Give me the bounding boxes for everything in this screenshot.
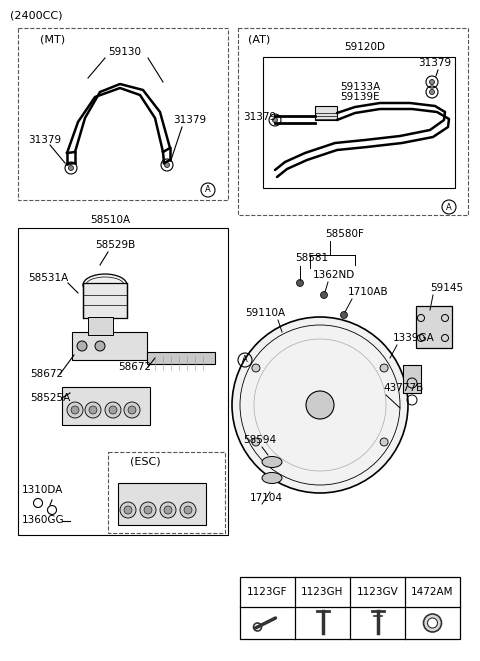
Text: 43777B: 43777B bbox=[383, 383, 423, 393]
Text: 1339GA: 1339GA bbox=[393, 333, 435, 343]
Ellipse shape bbox=[95, 341, 105, 351]
Text: (2400CC): (2400CC) bbox=[10, 10, 62, 20]
Circle shape bbox=[71, 406, 79, 414]
Circle shape bbox=[423, 614, 442, 632]
Text: A: A bbox=[446, 202, 452, 212]
Text: 1310DA: 1310DA bbox=[22, 485, 63, 495]
Circle shape bbox=[380, 364, 388, 372]
Circle shape bbox=[232, 317, 408, 493]
Bar bbox=[416, 306, 452, 348]
Circle shape bbox=[252, 364, 260, 372]
Bar bbox=[62, 387, 150, 425]
Text: 31379: 31379 bbox=[418, 58, 451, 68]
Text: 1123GH: 1123GH bbox=[301, 587, 344, 597]
Ellipse shape bbox=[83, 274, 127, 296]
Bar bbox=[147, 352, 215, 364]
Circle shape bbox=[109, 406, 117, 414]
Ellipse shape bbox=[77, 341, 87, 351]
Text: 58531A: 58531A bbox=[28, 273, 68, 283]
Text: 1123GF: 1123GF bbox=[247, 587, 288, 597]
Text: 59110A: 59110A bbox=[245, 308, 285, 318]
Text: 1362ND: 1362ND bbox=[313, 270, 355, 280]
Circle shape bbox=[340, 311, 348, 319]
Circle shape bbox=[69, 165, 73, 171]
Circle shape bbox=[140, 502, 156, 518]
Text: 58672: 58672 bbox=[30, 369, 63, 379]
Text: 1472AM: 1472AM bbox=[411, 587, 454, 597]
Text: 58529B: 58529B bbox=[95, 240, 135, 250]
Text: 59145: 59145 bbox=[430, 283, 463, 293]
Text: A: A bbox=[205, 186, 211, 194]
Circle shape bbox=[184, 506, 192, 514]
Circle shape bbox=[89, 406, 97, 414]
Circle shape bbox=[252, 438, 260, 446]
Circle shape bbox=[306, 391, 334, 419]
Text: 59120D: 59120D bbox=[345, 42, 385, 52]
Bar bbox=[118, 483, 206, 525]
Circle shape bbox=[165, 163, 169, 167]
Text: 31379: 31379 bbox=[243, 112, 276, 122]
Bar bbox=[403, 365, 421, 393]
Text: 58525A: 58525A bbox=[30, 393, 70, 403]
Text: 59139E: 59139E bbox=[340, 92, 380, 102]
Circle shape bbox=[85, 402, 101, 418]
Text: 58580F: 58580F bbox=[325, 229, 364, 239]
Bar bbox=[83, 283, 127, 318]
Text: 58581: 58581 bbox=[295, 253, 328, 263]
Ellipse shape bbox=[262, 457, 282, 467]
Text: 31379: 31379 bbox=[28, 135, 61, 145]
Circle shape bbox=[164, 506, 172, 514]
Circle shape bbox=[430, 79, 434, 85]
Circle shape bbox=[105, 402, 121, 418]
Circle shape bbox=[120, 502, 136, 518]
Circle shape bbox=[321, 292, 327, 299]
Text: (ESC): (ESC) bbox=[130, 457, 161, 467]
Circle shape bbox=[124, 402, 140, 418]
Circle shape bbox=[160, 502, 176, 518]
Circle shape bbox=[124, 506, 132, 514]
Text: 1360GG: 1360GG bbox=[22, 515, 65, 525]
Circle shape bbox=[128, 406, 136, 414]
Text: 58672: 58672 bbox=[118, 362, 151, 372]
Circle shape bbox=[430, 89, 434, 95]
Text: (AT): (AT) bbox=[248, 35, 270, 45]
Text: 1123GV: 1123GV bbox=[357, 587, 398, 597]
Ellipse shape bbox=[262, 473, 282, 483]
Bar bbox=[88, 317, 113, 335]
Text: 58510A: 58510A bbox=[90, 215, 130, 225]
Circle shape bbox=[144, 506, 152, 514]
Bar bbox=[315, 106, 337, 120]
Text: 59130: 59130 bbox=[108, 47, 142, 57]
Circle shape bbox=[67, 402, 83, 418]
Circle shape bbox=[380, 438, 388, 446]
Text: 17104: 17104 bbox=[250, 493, 283, 503]
Text: 31379: 31379 bbox=[173, 115, 206, 125]
Text: 59133A: 59133A bbox=[340, 82, 380, 92]
Circle shape bbox=[428, 618, 437, 628]
Text: (MT): (MT) bbox=[40, 35, 65, 45]
Text: A: A bbox=[242, 356, 248, 364]
Circle shape bbox=[180, 502, 196, 518]
Bar bbox=[72, 332, 147, 360]
Text: 1710AB: 1710AB bbox=[348, 287, 389, 297]
Circle shape bbox=[273, 118, 277, 122]
Circle shape bbox=[385, 358, 393, 364]
Text: 58594: 58594 bbox=[243, 435, 276, 445]
Circle shape bbox=[297, 280, 303, 286]
